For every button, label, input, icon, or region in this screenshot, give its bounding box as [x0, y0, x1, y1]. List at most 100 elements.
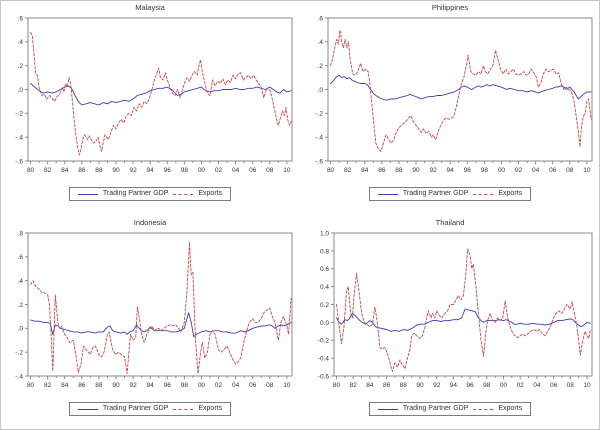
legend-label-exports: Exports: [198, 405, 223, 412]
chart-panel-indonesia: Indonesia .8 .6 .4 .2 .0 -.2 -.4 80 82 84 86 88 90 92…: [0, 215, 300, 430]
svg-text:0.4: 0.4: [320, 284, 329, 291]
chart-title: Indonesia: [133, 218, 167, 227]
chart-legend: Trading Partner GDP Exports: [68, 402, 232, 416]
svg-text:-.2: -.2: [15, 350, 23, 357]
svg-text:1.0: 1.0: [320, 230, 329, 237]
chart-title: Malaysia: [135, 3, 165, 12]
svg-text:90: 90: [112, 382, 120, 389]
svg-text:.6: .6: [18, 254, 24, 261]
chart-legend: Trading Partner GDP Exports: [368, 402, 532, 416]
svg-text:86: 86: [78, 167, 86, 174]
svg-text:90: 90: [412, 167, 420, 174]
svg-text:82: 82: [44, 167, 52, 174]
svg-text:84: 84: [61, 167, 69, 174]
chart-panel-philippines: Philippines .6 .4 .2 .0 -.2 -.4 -.6 80 82 84 86 88 9…: [300, 0, 600, 215]
svg-text:0.0: 0.0: [320, 320, 329, 327]
svg-text:00: 00: [198, 167, 206, 174]
svg-text:86: 86: [78, 382, 86, 389]
svg-text:80: 80: [27, 167, 35, 174]
svg-text:-.6: -.6: [315, 158, 323, 165]
svg-text:96: 96: [164, 167, 172, 174]
svg-text:.0: .0: [18, 326, 24, 333]
gdp-legend-line-icon: [377, 193, 398, 195]
svg-text:98: 98: [181, 167, 189, 174]
svg-text:96: 96: [466, 382, 474, 389]
svg-text:94: 94: [450, 382, 458, 389]
svg-text:92: 92: [433, 382, 441, 389]
chart-plot-philippines: .6 .4 .2 .0 -.2 -.4 -.6 80 82 84 86 88 90 92 94 96 98 00 0…: [315, 15, 593, 174]
legend-label-exports: Exports: [498, 405, 523, 412]
svg-text:86: 86: [378, 167, 386, 174]
svg-text:08: 08: [566, 167, 574, 174]
chart-title: Philippines: [431, 3, 469, 12]
svg-text:02: 02: [215, 167, 223, 174]
svg-text:06: 06: [550, 382, 558, 389]
svg-text:04: 04: [533, 382, 541, 389]
svg-text:.0: .0: [318, 87, 324, 94]
svg-text:94: 94: [147, 382, 155, 389]
svg-text:96: 96: [164, 382, 172, 389]
legend-label-exports: Exports: [198, 190, 223, 197]
svg-text:-0.4: -0.4: [318, 356, 330, 363]
svg-text:00: 00: [500, 382, 508, 389]
svg-text:98: 98: [181, 382, 189, 389]
svg-text:-.4: -.4: [15, 373, 23, 380]
svg-text:90: 90: [416, 382, 424, 389]
gdp-legend-line-icon: [77, 193, 98, 195]
svg-text:98: 98: [481, 167, 489, 174]
svg-text:08: 08: [567, 382, 575, 389]
svg-text:94: 94: [447, 167, 455, 174]
svg-text:02: 02: [515, 167, 523, 174]
svg-text:06: 06: [249, 167, 257, 174]
svg-text:84: 84: [366, 382, 374, 389]
svg-text:-.6: -.6: [15, 158, 23, 165]
svg-text:0.2: 0.2: [320, 302, 329, 309]
svg-text:02: 02: [215, 382, 223, 389]
svg-text:82: 82: [344, 167, 352, 174]
svg-text:10: 10: [283, 167, 291, 174]
svg-text:04: 04: [232, 167, 240, 174]
svg-text:02: 02: [517, 382, 525, 389]
svg-text:-.2: -.2: [315, 111, 323, 118]
svg-text:-0.2: -0.2: [318, 338, 330, 345]
svg-text:.2: .2: [318, 63, 324, 70]
svg-text:.8: .8: [18, 230, 24, 237]
svg-text:10: 10: [283, 382, 291, 389]
svg-text:84: 84: [361, 167, 369, 174]
legend-label-exports: Exports: [498, 190, 523, 197]
svg-text:.4: .4: [18, 278, 24, 285]
svg-text:88: 88: [95, 382, 103, 389]
svg-text:.0: .0: [18, 87, 24, 94]
svg-text:84: 84: [61, 382, 69, 389]
svg-text:92: 92: [129, 167, 137, 174]
svg-text:.4: .4: [318, 39, 324, 46]
svg-text:06: 06: [549, 167, 557, 174]
svg-text:94: 94: [147, 167, 155, 174]
svg-text:00: 00: [498, 167, 506, 174]
legend-label-gdp: Trading Partner GDP: [102, 405, 169, 412]
svg-text:92: 92: [129, 382, 137, 389]
gdp-legend-line-icon: [77, 408, 98, 410]
svg-text:08: 08: [266, 167, 274, 174]
svg-text:.2: .2: [18, 302, 24, 309]
legend-label-gdp: Trading Partner GDP: [402, 190, 469, 197]
chart-panel-thailand: Thailand 1.0 0.8 0.6 0.4 0.2 0.0 -0.2 -0.4 -0.6 8…: [300, 215, 600, 430]
svg-text:80: 80: [333, 382, 341, 389]
chart-plot-malaysia: .6 .4 .2 .0 -.2 -.4 -.6 80 82 84 86 88 90 92 94 96 98 00 0…: [15, 15, 293, 174]
svg-text:06: 06: [249, 382, 257, 389]
svg-text:90: 90: [112, 167, 120, 174]
svg-text:92: 92: [429, 167, 437, 174]
svg-text:82: 82: [44, 382, 52, 389]
svg-text:.4: .4: [18, 39, 24, 46]
svg-text:80: 80: [27, 382, 35, 389]
svg-text:0.8: 0.8: [320, 248, 329, 255]
svg-text:-.2: -.2: [15, 111, 23, 118]
svg-text:-.4: -.4: [315, 135, 323, 142]
svg-text:04: 04: [232, 382, 240, 389]
chart-title: Thailand: [435, 218, 465, 227]
exports-legend-line-icon: [473, 408, 494, 410]
svg-text:96: 96: [464, 167, 472, 174]
exports-legend-line-icon: [173, 193, 194, 195]
exports-legend-line-icon: [173, 408, 194, 410]
